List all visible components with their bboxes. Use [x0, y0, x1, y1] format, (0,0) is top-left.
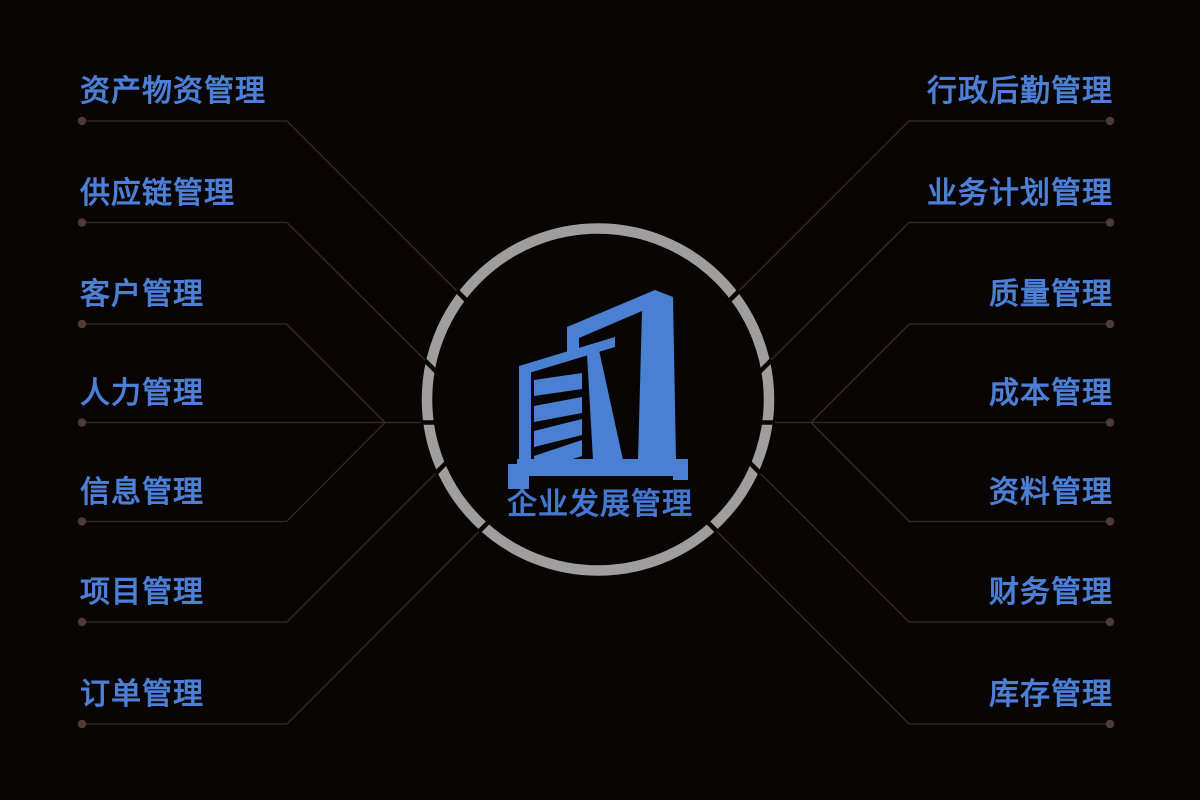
connector-dot [77, 617, 87, 627]
left-label-1: 资产物资管理 [80, 75, 266, 108]
right-label-5: 资料管理 [989, 476, 1113, 509]
left-label-6: 项目管理 [80, 576, 204, 609]
connector-dot [77, 517, 87, 526]
right-label-2: 业务计划管理 [927, 177, 1113, 210]
connector-line [82, 323, 386, 423]
connector-line [82, 422, 386, 523]
connector-line [760, 221, 1110, 371]
connector-dot [1105, 116, 1115, 126]
connector-line [729, 120, 1110, 301]
left-label-7: 订单管理 [80, 678, 204, 711]
ring-gaps [421, 288, 775, 534]
connector-line [82, 120, 467, 301]
connector-line [750, 463, 1110, 623]
left-label-3: 客户管理 [80, 278, 204, 311]
connector-dot [77, 116, 87, 126]
connector-dot [1105, 319, 1115, 329]
connector-dot [1105, 617, 1115, 627]
connector-dot [77, 418, 87, 427]
connector-line [708, 523, 1110, 725]
connector-dot [1105, 719, 1115, 729]
center-circle-ring [421, 223, 775, 576]
connector-lines [82, 120, 1110, 725]
connector-line [82, 221, 436, 371]
left-label-5: 信息管理 [80, 476, 204, 509]
left-label-4: 人力管理 [80, 377, 204, 410]
connector-line [810, 323, 1110, 423]
left-label-2: 供应链管理 [80, 177, 235, 210]
right-label-1: 行政后勤管理 [927, 75, 1113, 108]
right-label-7: 库存管理 [989, 678, 1113, 711]
connector-line [82, 463, 446, 623]
connector-dot [1105, 218, 1115, 227]
connector-line [82, 523, 488, 725]
connector-dot [77, 719, 87, 729]
connector-dot [1105, 517, 1115, 526]
connector-dot [77, 319, 87, 329]
connector-dots [77, 116, 1115, 729]
right-label-6: 财务管理 [989, 576, 1113, 609]
connector-dot [77, 218, 87, 227]
right-label-4: 成本管理 [989, 377, 1113, 410]
connector-dot [1105, 418, 1115, 427]
connector-line [810, 422, 1110, 523]
building-icon [508, 290, 688, 489]
center-title: 企业发展管理 [507, 488, 693, 521]
right-label-3: 质量管理 [989, 278, 1113, 311]
